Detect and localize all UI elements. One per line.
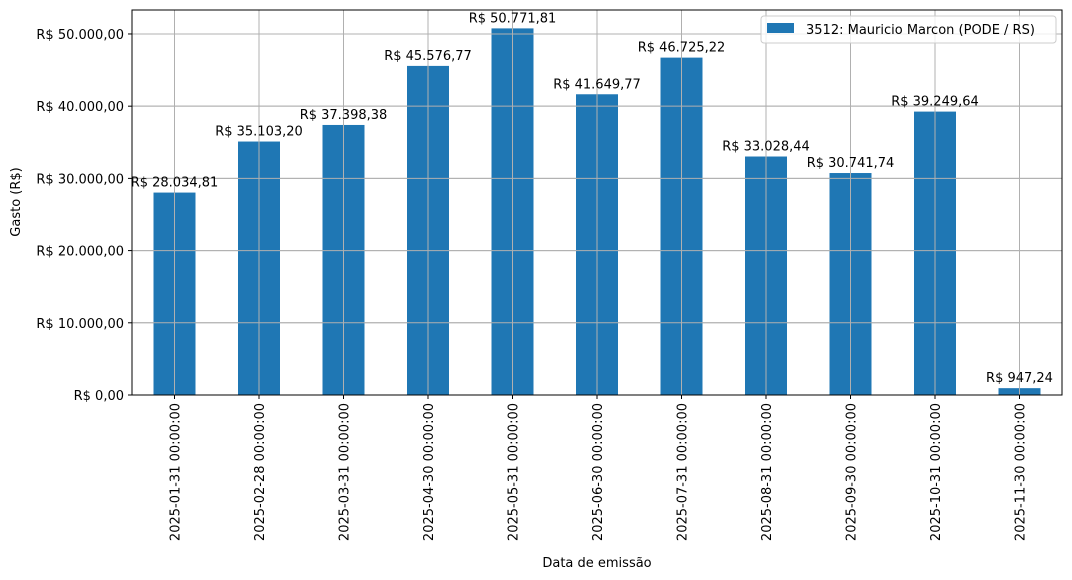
legend-swatch <box>767 23 794 33</box>
x-tick-label: 2025-06-30 00:00:00 <box>591 403 606 541</box>
bar-value-label: R$ 46.725,22 <box>638 41 726 56</box>
x-tick-label: 2025-10-31 00:00:00 <box>929 403 944 541</box>
x-tick-label: 2025-04-30 00:00:00 <box>422 403 437 541</box>
legend-frame <box>760 15 1057 44</box>
bars <box>132 28 1062 396</box>
y-tick-label: R$ 10.000,00 <box>36 317 124 332</box>
x-axis-label: Data de emissão <box>542 556 651 571</box>
bar-value-label: R$ 947,24 <box>986 371 1053 386</box>
bar-value-label: R$ 30.741,74 <box>807 156 895 171</box>
y-tick-label: R$ 40.000,00 <box>36 100 124 115</box>
bar-value-label: R$ 33.028,44 <box>722 140 810 155</box>
bar-value-label: R$ 28.034,81 <box>131 176 219 191</box>
x-tick-label: 2025-03-31 00:00:00 <box>338 403 353 541</box>
y-tick-label: R$ 50.000,00 <box>36 28 124 43</box>
y-axis-ticks: R$ 0,00 R$ 10.000,00 R$ 20.000,00 R$ 30.000… <box>36 28 132 404</box>
bar-value-label: R$ 41.649,77 <box>553 77 641 92</box>
bar-value-label: R$ 39.249,64 <box>891 95 979 110</box>
y-tick-label: R$ 30.000,00 <box>36 172 124 187</box>
y-tick-label: R$ 0,00 <box>74 389 124 404</box>
bar-value-label: R$ 37.398,38 <box>300 108 388 123</box>
legend-label: 3512: Mauricio Marcon (PODE / RS) <box>806 23 1035 38</box>
x-tick-label: 2025-05-31 00:00:00 <box>507 403 522 541</box>
y-tick-label: R$ 20.000,00 <box>36 245 124 260</box>
y-axis-label: Gasto (R$) <box>9 167 24 236</box>
x-tick-label: 2025-11-30 00:00:00 <box>1014 403 1029 541</box>
x-tick-label: 2025-08-31 00:00:00 <box>760 403 775 541</box>
bar-value-labels: R$ 28.034,81 R$ 35.103,20 R$ 37.398,38 R$ 4… <box>131 11 1053 386</box>
bar-value-label: R$ 35.103,20 <box>215 125 303 140</box>
x-tick-label: 2025-02-28 00:00:00 <box>253 403 268 541</box>
bar-value-label: R$ 45.576,77 <box>384 49 472 64</box>
x-tick-label: 2025-09-30 00:00:00 <box>845 403 860 541</box>
x-tick-label: 2025-07-31 00:00:00 <box>676 403 691 541</box>
x-axis-ticks: 2025-01-31 00:00:00 2025-02-28 00:00:00 20… <box>169 395 1029 541</box>
legend: 3512: Mauricio Marcon (PODE / RS) <box>760 15 1057 44</box>
x-tick-label: 2025-01-31 00:00:00 <box>169 403 184 541</box>
bar-value-label: R$ 50.771,81 <box>469 11 557 26</box>
